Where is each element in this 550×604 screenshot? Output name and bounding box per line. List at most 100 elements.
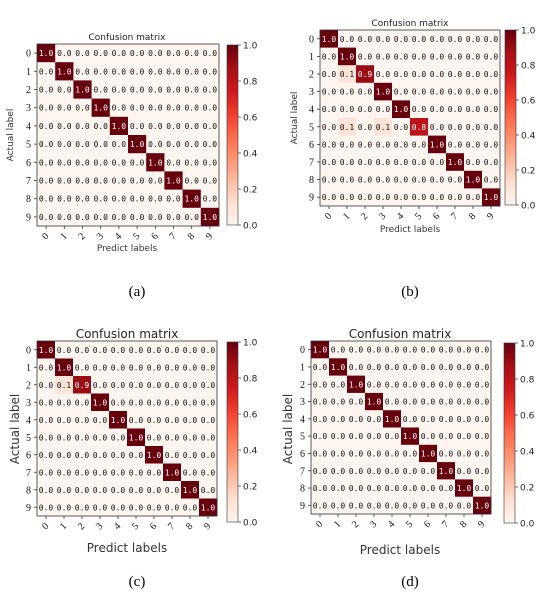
heatmap-cell — [91, 171, 111, 190]
colorbar-tick-label: 0.8 — [521, 62, 536, 72]
cell-value-label: 0.0 — [484, 158, 499, 167]
cell-value-label: 0.0 — [385, 398, 400, 407]
cell-value-label: 0.0 — [183, 503, 198, 512]
heatmap-cell — [320, 135, 339, 154]
cell-value-label: 0.0 — [466, 105, 481, 114]
cell-value-label: 0.0 — [184, 158, 199, 167]
cell-value-label: 0.0 — [39, 503, 54, 512]
heatmap-cell — [146, 98, 165, 118]
heatmap-cell — [383, 496, 402, 515]
heatmap-cell — [338, 188, 357, 207]
heatmap-cell — [419, 341, 438, 359]
heatmap-cell — [428, 135, 447, 154]
cell-value-label: 0.0 — [39, 104, 54, 113]
cell-value-label: 0.0 — [57, 433, 72, 442]
cell-value-label: 0.0 — [166, 86, 181, 95]
y-tick-label: 4 — [309, 105, 314, 116]
heatmap-cell — [311, 392, 330, 411]
colorbar-tick-label: 1.0 — [243, 42, 258, 52]
cell-value-label: 0.0 — [457, 449, 472, 458]
matrix-frame — [319, 29, 501, 207]
chart-title: Confusion matrix — [349, 327, 452, 341]
cell-value-label: 0.0 — [340, 158, 355, 167]
heatmap-cell — [401, 462, 420, 480]
heatmap-cell — [482, 170, 501, 189]
cell-value-label: 0.0 — [457, 415, 472, 424]
cell-value-label: 0.0 — [385, 346, 400, 355]
heatmap-cell — [128, 189, 147, 209]
cell-value-label: 0.0 — [376, 176, 391, 185]
heatmap-cell — [128, 80, 147, 99]
cell-value-label: 0.0 — [403, 484, 418, 493]
heatmap-cell — [455, 462, 474, 480]
x-tick-label: 5 — [130, 521, 141, 532]
y-tick-label: 9 — [26, 503, 31, 514]
heatmap-cell — [55, 428, 74, 447]
heatmap-cell — [473, 444, 492, 463]
heatmap-cell — [181, 498, 200, 517]
cell-value-label: 0.0 — [439, 484, 454, 493]
cell-value-label: 0.0 — [75, 363, 90, 372]
heatmap-cell — [127, 376, 146, 394]
heatmap-cell — [146, 80, 165, 99]
y-tick-label: 4 — [26, 415, 31, 426]
cell-value-label: 0.0 — [183, 468, 198, 477]
heatmap-cell — [419, 444, 438, 463]
heatmap-cell — [146, 171, 165, 190]
cell-value-label: 0.0 — [183, 381, 198, 390]
cell-value-label: 0.0 — [385, 467, 400, 476]
heatmap-cell — [181, 393, 200, 412]
heatmap-cell — [163, 463, 182, 482]
y-tick-label: 8 — [309, 175, 314, 186]
colorbar-tick-label: 0.2 — [243, 483, 257, 493]
cell-value-label: 0.0 — [457, 432, 472, 441]
y-tick-label: 2 — [26, 380, 31, 391]
heatmap-cell — [392, 100, 411, 119]
heatmap-cell — [329, 375, 348, 394]
heatmap-cell — [410, 30, 429, 48]
heatmap-cell — [428, 65, 447, 84]
heatmap-cell — [109, 411, 128, 429]
heatmap-cell — [182, 171, 202, 190]
heatmap-cell — [73, 463, 92, 482]
cell-value-label: 0.0 — [367, 484, 382, 493]
heatmap-cell — [128, 44, 147, 63]
heatmap-cell — [181, 428, 200, 447]
cell-value-label: 0.0 — [394, 35, 409, 44]
x-axis-label: Predict labels — [87, 541, 167, 555]
cell-value-label: 1.0 — [57, 67, 72, 76]
x-tick-label: 1 — [58, 521, 69, 532]
heatmap-cell — [109, 481, 128, 499]
heatmap-cell — [127, 481, 146, 499]
cell-value-label: 1.0 — [93, 104, 108, 113]
cell-value-label: 0.0 — [39, 486, 54, 495]
cell-value-label: 0.0 — [148, 86, 163, 95]
cell-value-label: 0.0 — [39, 363, 54, 372]
heatmap-cell — [392, 170, 411, 189]
heatmap-cell — [311, 410, 330, 428]
heatmap-cell — [455, 358, 474, 376]
heatmap-cell — [401, 410, 420, 428]
cell-value-label: 0.0 — [148, 140, 163, 149]
heatmap-cell — [109, 98, 129, 118]
cell-value-label: 0.0 — [39, 67, 54, 76]
x-tick-label: 2 — [350, 519, 361, 530]
heatmap-cell — [374, 153, 393, 172]
cell-value-label: 0.0 — [184, 213, 199, 222]
heatmap-cell — [37, 207, 56, 227]
heatmap-cell — [91, 358, 110, 377]
cell-value-label: 0.0 — [203, 122, 218, 131]
cell-value-label: 0.0 — [57, 86, 72, 95]
cell-value-label: 0.0 — [39, 451, 54, 460]
chart-title: Confusion matrix — [76, 327, 179, 341]
cell-value-label: 1.0 — [349, 380, 364, 389]
chart-title: Confusion matrix — [372, 19, 450, 29]
cell-value-label: 0.0 — [412, 193, 427, 202]
cell-value-label: 0.0 — [165, 503, 180, 512]
cell-value-label: 1.0 — [184, 195, 199, 204]
cell-value-label: 0.0 — [376, 105, 391, 114]
heatmap-cell — [356, 30, 375, 48]
cell-value-label: 0.0 — [466, 35, 481, 44]
cell-value-label: 0.0 — [147, 468, 162, 477]
